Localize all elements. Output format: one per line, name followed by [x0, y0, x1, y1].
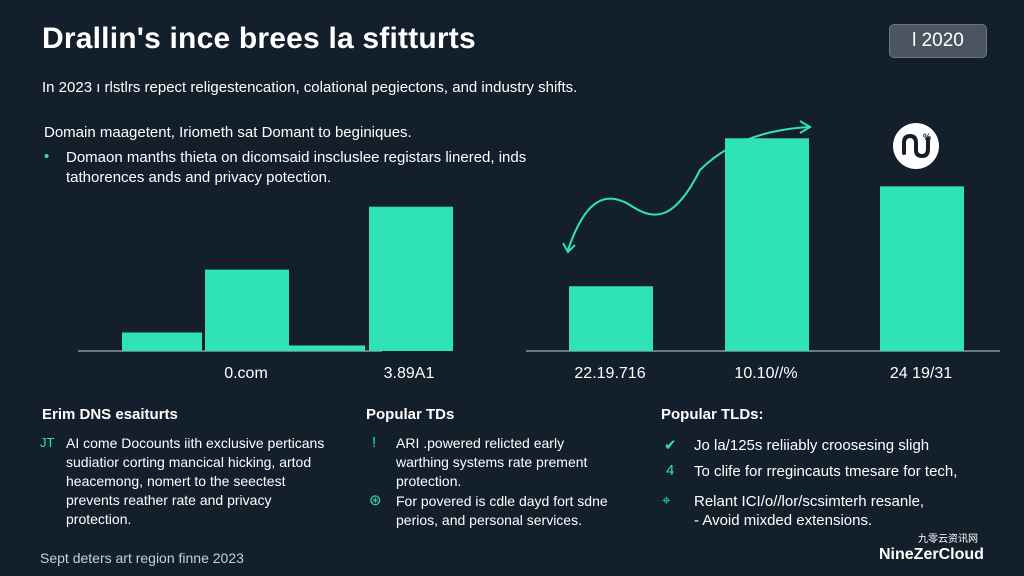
column-dns-item-text: AI come Docounts iith exclusive pertican…	[66, 435, 325, 527]
tick-label: 24 19/31	[890, 365, 952, 382]
column-title-popular-tlds: Popular TLDs:	[661, 406, 764, 423]
trend-arrow-head-icon	[799, 120, 812, 134]
shield-check-icon: ✔	[664, 437, 677, 454]
left-chart-tick-labels: 0.com 3.89A1	[224, 365, 434, 382]
brand-chinese-name: 九零云资讯网	[918, 534, 978, 545]
column-title-popular-tds: Popular TDs	[366, 406, 455, 423]
lock-icon: ⌖	[662, 492, 671, 509]
intro-bullet-text: Domaon manths thieta on dicomsaid insclu…	[66, 149, 527, 186]
right-chart-bars	[569, 138, 964, 351]
column-tds-item-2-text: For povered is cdle dayd fort sdne perio…	[396, 493, 608, 528]
tick-label: 0.com	[224, 365, 268, 382]
tick-label: 3.89A1	[384, 365, 435, 382]
brand-logo-icon: %	[893, 123, 939, 169]
footer-note: Sept deters art region finne 2023	[40, 550, 244, 566]
bar-left-2	[205, 269, 289, 351]
bar-left-1	[122, 332, 202, 351]
tag-icon: JT	[40, 435, 55, 450]
bar-right-1	[569, 286, 653, 351]
column-tlds-item-1-text: Jo la/125s reliiably croosesing sligh	[694, 437, 930, 454]
page-subtitle: In 2023 ı rlstlrs repect religestencatio…	[42, 79, 578, 96]
year-badge: Ɩ 2020	[889, 24, 987, 58]
right-chart-tick-labels: 22.19.716 10.10//% 24 19/31	[574, 365, 952, 382]
left-chart-bars	[122, 206, 453, 351]
globe-icon: ⊛	[369, 492, 382, 509]
brand-name: NineZerCloud	[879, 546, 984, 563]
intro-heading: Domain maagetent, Iriometh sat Domant to…	[44, 124, 412, 141]
svg-text:%: %	[923, 132, 931, 142]
info-icon: !	[372, 434, 377, 451]
column-tlds-item-2-text: To clife for rregincauts tmesare for tec…	[694, 463, 958, 480]
number-four-icon: 4	[666, 462, 675, 479]
page-title: Drallin's ince brees la sfitturts	[42, 22, 476, 55]
bullet-dot-icon: •	[44, 148, 50, 165]
bar-right-2	[725, 138, 809, 351]
bar-right-3	[880, 186, 964, 351]
column-tlds-item-4-text: - Avoid mixded extensions.	[694, 512, 873, 529]
tick-label: 22.19.716	[574, 365, 645, 382]
column-tds-item-1-text: ARI .powered relicted early warthing sys…	[396, 435, 588, 489]
bar-left-4	[369, 206, 453, 351]
trend-arrow-tail-icon	[562, 242, 576, 254]
column-title-dns: Erim DNS esaiturts	[42, 406, 178, 423]
trend-line	[567, 126, 809, 251]
tick-label: 10.10//%	[734, 365, 797, 382]
bar-left-3	[289, 345, 365, 351]
column-tlds-item-3-text: Relant ICI/o//lor/scsimterh resanle,	[694, 493, 925, 510]
